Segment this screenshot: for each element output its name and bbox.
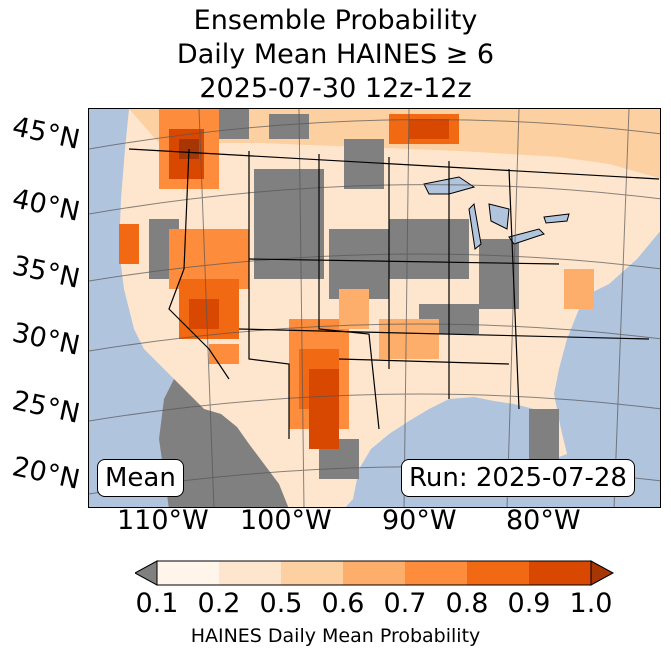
cbar-tick-1: 0.2: [197, 588, 241, 619]
colorbar: [135, 560, 615, 586]
colorbar-segment-3: [343, 561, 406, 585]
lat-label-40: 40°N: [9, 183, 83, 228]
map-panel: [88, 108, 661, 508]
mexico-region: [159, 379, 289, 507]
cbar-tick-3: 0.6: [321, 588, 365, 619]
colorbar-segment-6: [529, 561, 592, 585]
cbar-tick-5: 0.8: [445, 588, 489, 619]
lat-label-45: 45°N: [9, 111, 83, 156]
cbar-tick-2: 0.5: [259, 588, 303, 619]
lat-label-20: 20°N: [9, 451, 83, 496]
lat-label-30: 30°N: [9, 317, 83, 362]
colorbar-segment-0: [157, 561, 220, 585]
cbar-tick-7: 1.0: [569, 588, 613, 619]
lon-label-100: 100°W: [240, 505, 332, 536]
colorbar-under-arrow: [135, 560, 158, 586]
colorbar-over-arrow: [590, 560, 615, 586]
lon-label-110: 110°W: [117, 505, 209, 536]
colorbar-segment-4: [405, 561, 468, 585]
cbar-tick-4: 0.7: [383, 588, 427, 619]
title-line-2: Daily Mean HAINES ≥ 6: [176, 39, 495, 70]
map-canvas: [89, 109, 660, 507]
great-lakes: [423, 176, 570, 250]
graticule: [89, 109, 660, 507]
state-borders: [128, 148, 660, 439]
run-badge: Run: 2025-07-28: [401, 459, 635, 497]
probability-patches: [119, 109, 594, 449]
cbar-tick-0: 0.1: [135, 588, 179, 619]
stat-badge: Mean: [97, 459, 184, 497]
lon-label-80: 80°W: [506, 505, 581, 536]
cbar-tick-6: 0.9: [507, 588, 551, 619]
title-line-3: 2025-07-30 12z-12z: [199, 73, 472, 104]
colorbar-segment-1: [219, 561, 282, 585]
lat-label-25: 25°N: [9, 385, 83, 430]
lat-label-35: 35°N: [9, 250, 83, 295]
colorbar-segment-5: [467, 561, 530, 585]
lon-label-90: 90°W: [382, 505, 457, 536]
title-line-1: Ensemble Probability: [193, 5, 478, 36]
colorbar-frame: [156, 560, 592, 586]
colorbar-label: HAINES Daily Mean Probability: [190, 625, 481, 647]
colorbar-segment-2: [281, 561, 344, 585]
